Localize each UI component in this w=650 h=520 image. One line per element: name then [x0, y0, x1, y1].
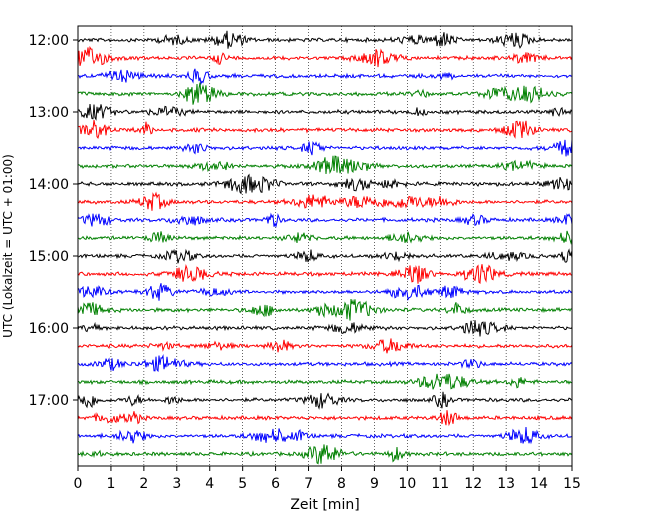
x-tick-label-6: 6: [271, 476, 280, 492]
x-tick-label-7: 7: [304, 476, 313, 492]
x-axis-ticks: 0 1 2 3 4 5 6 7 8 9 10 11 12 13 14 15: [74, 466, 581, 492]
trace-3: [77, 82, 573, 105]
trace-5: [77, 120, 573, 139]
x-tick-label-5: 5: [238, 476, 247, 492]
trace-19: [77, 373, 573, 390]
x-tick-label-3: 3: [172, 476, 181, 492]
x-tick-label-11: 11: [431, 476, 449, 492]
y-tick-label-1: 13:00: [29, 105, 69, 121]
x-tick-label-0: 0: [74, 476, 83, 492]
y-tick-label-3: 15:00: [29, 249, 69, 265]
y-axis-ticks: 12:00 13:00 14:00 15:00 16:00 17:00: [29, 33, 78, 409]
trace-11: [77, 230, 573, 245]
trace-8: [77, 173, 573, 195]
x-tick-label-10: 10: [398, 476, 416, 492]
x-tick-label-8: 8: [337, 476, 346, 492]
trace-9: [77, 191, 573, 211]
trace-7: [77, 155, 573, 175]
trace-4: [77, 104, 573, 121]
x-tick-label-15: 15: [563, 476, 581, 492]
y-tick-label-2: 14:00: [29, 177, 69, 193]
x-tick-label-4: 4: [205, 476, 214, 492]
trace-2: [77, 68, 573, 86]
trace-22: [77, 426, 573, 445]
x-axis-label: Zeit [min]: [290, 497, 359, 513]
trace-12: [77, 248, 573, 264]
y-axis-label: UTC (Lokalzeit = UTC + 01:00): [1, 154, 15, 338]
trace-14: [77, 283, 573, 302]
y-tick-label-5: 17:00: [29, 393, 69, 409]
trace-group: [77, 30, 573, 465]
trace-1: [77, 45, 573, 68]
vertical-grid: [110, 26, 540, 466]
trace-18: [77, 354, 573, 373]
x-tick-label-2: 2: [139, 476, 148, 492]
trace-15: [77, 298, 573, 321]
x-tick-label-1: 1: [106, 476, 115, 492]
y-tick-label-4: 16:00: [29, 321, 69, 337]
trace-0: [77, 30, 573, 49]
trace-23: [77, 444, 573, 465]
plot-frame: [77, 25, 573, 467]
x-tick-label-14: 14: [530, 476, 548, 492]
trace-13: [77, 264, 573, 285]
x-tick-label-9: 9: [370, 476, 379, 492]
x-tick-label-12: 12: [464, 476, 482, 492]
trace-21: [77, 410, 573, 427]
trace-17: [77, 338, 573, 354]
trace-20: [77, 391, 573, 410]
trace-6: [77, 139, 573, 157]
trace-10: [77, 212, 573, 228]
x-tick-label-13: 13: [497, 476, 515, 492]
trace-16: [77, 320, 573, 337]
y-tick-label-0: 12:00: [29, 33, 69, 49]
